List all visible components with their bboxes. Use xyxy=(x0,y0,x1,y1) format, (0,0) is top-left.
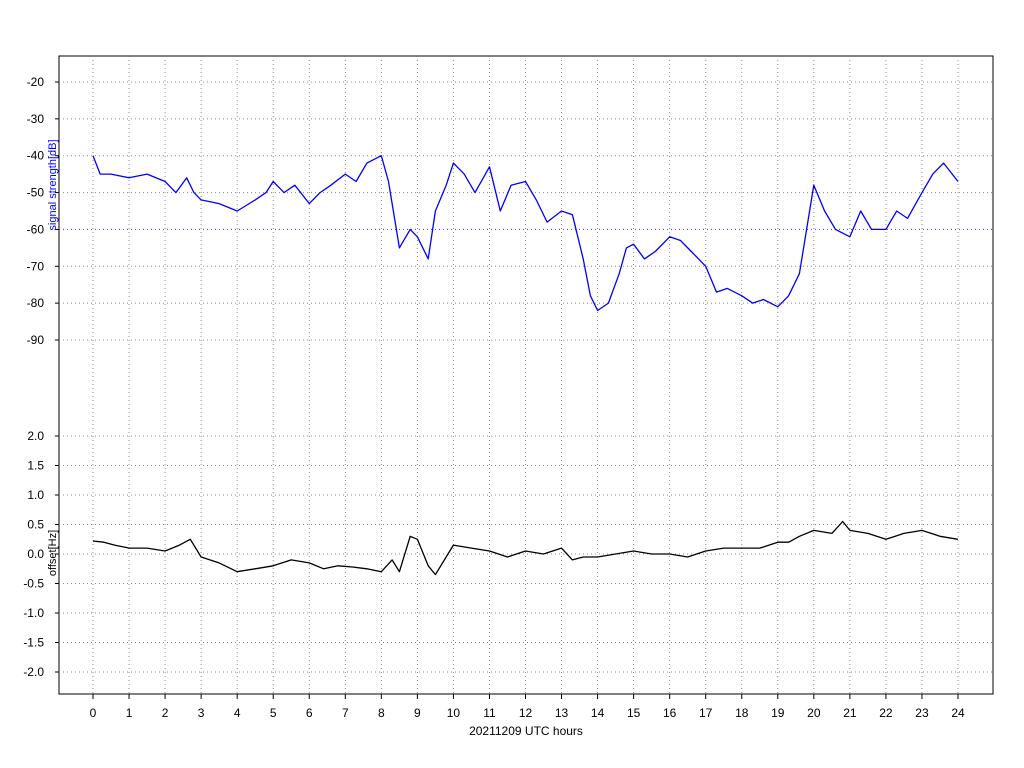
x-tick-label: 10 xyxy=(447,706,461,720)
x-tick-label: 18 xyxy=(735,706,749,720)
x-tick-label: 24 xyxy=(951,706,965,720)
x-tick-label: 17 xyxy=(699,706,713,720)
offset-y-tick-label: -0.5 xyxy=(23,577,44,591)
offset-y-tick-label: 0.0 xyxy=(27,547,44,561)
frequency-offset-line xyxy=(92,520,959,576)
x-tick-label: 3 xyxy=(198,706,205,720)
x-tick-label: 13 xyxy=(555,706,569,720)
offset-y-tick-label: -1.0 xyxy=(23,606,44,620)
offset-y-axis: 2.0 1.5 1.0 0.5 0.0 -0.5 -1.0 -1.5 -2.0 xyxy=(23,429,59,679)
x-tick-label: 21 xyxy=(843,706,857,720)
signal-y-tick-label: -20 xyxy=(27,75,45,89)
x-tick-label: 12 xyxy=(519,706,533,720)
x-tick-label: 4 xyxy=(234,706,241,720)
signal-strength-line xyxy=(92,155,959,312)
signal-y-tick-label: -50 xyxy=(27,186,45,200)
signal-y-tick-label: -40 xyxy=(27,149,45,163)
offset-y-axis-label: offset[Hz] xyxy=(47,530,59,576)
x-tick-label: 20 xyxy=(807,706,821,720)
signal-y-tick-label: -80 xyxy=(27,296,45,310)
series-lines xyxy=(92,155,959,576)
offset-y-tick-label: 1.0 xyxy=(27,488,44,502)
plot-frame xyxy=(58,55,994,695)
signal-y-axis: -20 -30 -40 -50 -60 -70 -80 -90 xyxy=(27,75,59,347)
signal-y-tick-label: -60 xyxy=(27,222,45,236)
offset-y-tick-label: 1.5 xyxy=(27,459,44,473)
x-tick-label: 23 xyxy=(915,706,929,720)
x-tick-label: 19 xyxy=(771,706,785,720)
x-tick-label: 7 xyxy=(342,706,349,720)
x-axis: 0 1 2 3 4 5 6 7 8 9 10 11 12 13 14 15 16 17 18 19 20 21 22 23 24 xyxy=(90,694,965,720)
x-tick-label: 9 xyxy=(414,706,421,720)
x-tick-label: 5 xyxy=(270,706,277,720)
x-tick-label: 2 xyxy=(162,706,169,720)
x-tick-label: 14 xyxy=(591,706,605,720)
x-tick-label: 1 xyxy=(126,706,133,720)
x-tick-label: 6 xyxy=(306,706,313,720)
signal-y-tick-label: -30 xyxy=(27,112,45,126)
signal-y-tick-label: -70 xyxy=(27,259,45,273)
x-tick-label: 11 xyxy=(483,706,496,720)
offset-y-tick-label: -2.0 xyxy=(23,665,44,679)
x-tick-label: 15 xyxy=(627,706,641,720)
x-tick-label: 0 xyxy=(90,706,97,720)
offset-y-tick-label: -1.5 xyxy=(23,636,44,650)
x-tick-label: 22 xyxy=(879,706,893,720)
x-axis-label: 20211209 UTC hours xyxy=(469,724,583,738)
x-tick-label: 8 xyxy=(378,706,385,720)
signal-y-tick-label: -90 xyxy=(27,333,45,347)
offset-y-tick-label: 0.5 xyxy=(27,518,44,532)
offset-y-tick-label: 2.0 xyxy=(27,429,44,443)
signal-y-axis-label: signal strength[dB] xyxy=(47,139,59,230)
x-tick-label: 16 xyxy=(663,706,677,720)
